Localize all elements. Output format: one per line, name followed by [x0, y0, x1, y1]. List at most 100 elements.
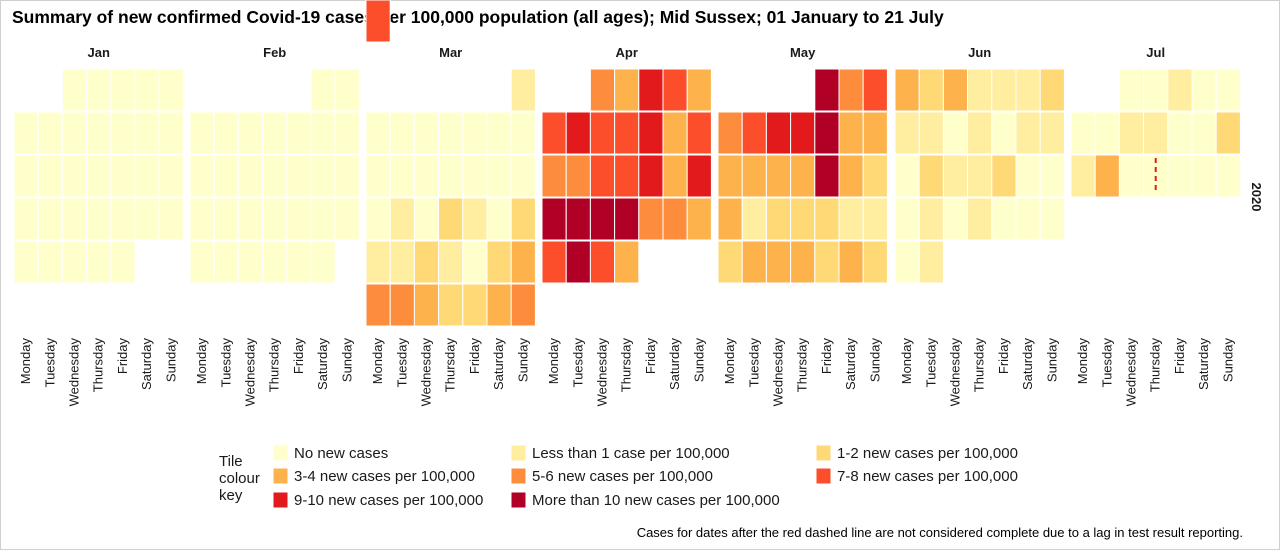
day-tile-jan-10: [110, 111, 136, 155]
day-tile-may-30: [838, 240, 864, 284]
day-tile-mar-28: [486, 240, 512, 284]
day-tile-may-28: [790, 240, 816, 284]
day-tile-apr-5: [686, 68, 712, 112]
day-tile-jul-10: [1167, 111, 1193, 155]
weekday-label-mar-friday: Friday: [467, 338, 482, 375]
day-tile-jun-27: [1015, 197, 1041, 241]
day-tile-jul-11: [1191, 111, 1217, 155]
weekday-label-apr-wednesday: Wednesday: [595, 338, 610, 407]
year-label: 2020: [1249, 183, 1264, 212]
day-tile-apr-23: [614, 197, 640, 241]
weekday-label-mar-monday: Monday: [370, 338, 385, 385]
weekday-label-feb-wednesday: Wednesday: [243, 338, 258, 407]
weekday-label-jan-friday: Friday: [115, 338, 130, 375]
day-tile-jan-24: [110, 197, 136, 241]
day-tile-feb-14: [286, 154, 312, 198]
day-tile-may-23: [838, 197, 864, 241]
day-tile-apr-27: [541, 240, 567, 284]
day-tile-jan-12: [158, 111, 184, 155]
day-tile-mar-34: [462, 283, 488, 327]
legend-title-line-2: colour: [219, 470, 260, 487]
day-tile-jun-11: [967, 111, 993, 155]
day-tile-jun-17: [942, 154, 969, 198]
weekday-label-apr-saturday: Saturday: [667, 338, 682, 391]
month-label-jun: Jun: [968, 45, 991, 60]
day-tile-feb-2: [334, 68, 360, 112]
day-tile-jan-21: [37, 197, 63, 241]
day-tile-jun-29: [894, 240, 920, 284]
day-tile-mar-5: [438, 111, 464, 155]
day-tile-jan-11: [134, 111, 160, 155]
day-tile-jun-30: [918, 240, 944, 284]
day-tile-may-26: [741, 240, 767, 284]
weekday-label-jan-saturday: Saturday: [139, 338, 154, 391]
day-tile-mar-14: [486, 154, 512, 198]
day-tile-jul-9: [1143, 111, 1169, 155]
weekday-label-jul-saturday: Saturday: [1196, 338, 1211, 391]
weekday-label-mar-sunday: Sunday: [515, 338, 530, 383]
day-tile-jan-28: [37, 240, 63, 284]
day-tile-apr-7: [565, 111, 591, 155]
day-tile-jan-17: [110, 154, 136, 198]
day-tile-feb-16: [334, 154, 360, 198]
day-tile-feb-6: [262, 111, 288, 155]
weekday-label-jun-friday: Friday: [996, 338, 1011, 375]
weekday-label-may-tuesday: Tuesday: [746, 338, 761, 388]
day-tile-jun-13: [1015, 111, 1041, 155]
legend-swatch-1: [272, 444, 289, 462]
day-tile-jan-5: [158, 68, 184, 112]
day-tile-apr-11: [662, 111, 688, 155]
day-tile-mar-33: [438, 283, 464, 327]
day-tile-feb-5: [237, 111, 264, 155]
day-tile-mar-3: [389, 111, 415, 155]
day-tile-jan-30: [86, 240, 112, 284]
weekday-label-jan-wednesday: Wednesday: [67, 338, 82, 407]
day-tile-mar-32: [413, 283, 440, 327]
day-tile-jan-19: [158, 154, 184, 198]
day-tile-jun-18: [967, 154, 993, 198]
day-tile-jul-6: [1070, 111, 1096, 155]
day-tile-may-24: [862, 197, 888, 241]
weekday-label-mar-thursday: Thursday: [443, 338, 458, 393]
weekday-label-jun-thursday: Thursday: [972, 338, 987, 393]
day-tile-may-9: [838, 111, 864, 155]
weekday-label-apr-monday: Monday: [546, 338, 561, 385]
day-tile-mar-2: [365, 111, 391, 155]
weekday-label-apr-friday: Friday: [643, 338, 658, 375]
day-tile-jun-20: [1015, 154, 1041, 198]
day-tile-jun-14: [1039, 111, 1065, 155]
day-tile-feb-7: [286, 111, 312, 155]
weekday-label-jul-monday: Monday: [1075, 338, 1090, 385]
day-tile-apr-28: [565, 240, 591, 284]
day-tile-may-3: [862, 68, 888, 112]
day-tile-feb-1: [310, 68, 336, 112]
day-tile-feb-21: [286, 197, 312, 241]
day-tile-mar-35: [486, 283, 512, 327]
day-tile-jun-10: [942, 111, 969, 155]
day-tile-mar-9: [365, 154, 391, 198]
day-tile-feb-27: [262, 240, 288, 284]
weekday-label-feb-tuesday: Tuesday: [218, 338, 233, 388]
legend-title-line-1: Tile: [219, 453, 243, 470]
day-tile-mar-29: [510, 240, 536, 284]
day-tile-mar-8: [510, 111, 536, 155]
day-tile-jun-6: [1015, 68, 1041, 112]
day-tile-mar-13: [462, 154, 488, 198]
weekday-label-jun-sunday: Sunday: [1044, 338, 1059, 383]
day-tile-feb-18: [213, 197, 239, 241]
day-tile-feb-11: [213, 154, 239, 198]
day-tile-jan-18: [134, 154, 160, 198]
day-tile-jan-29: [61, 240, 88, 284]
month-label-feb: Feb: [263, 45, 286, 60]
day-tile-may-21: [790, 197, 816, 241]
weekday-label-may-sunday: Sunday: [867, 338, 882, 383]
day-tile-may-15: [814, 154, 840, 198]
day-tile-feb-15: [310, 154, 336, 198]
day-tile-jun-2: [918, 68, 944, 112]
weekday-label-may-monday: Monday: [722, 338, 737, 385]
day-tile-jun-28: [1039, 197, 1065, 241]
weekday-label-feb-sunday: Sunday: [339, 338, 354, 383]
weekday-label-apr-sunday: Sunday: [691, 338, 706, 383]
day-tile-feb-23: [334, 197, 360, 241]
